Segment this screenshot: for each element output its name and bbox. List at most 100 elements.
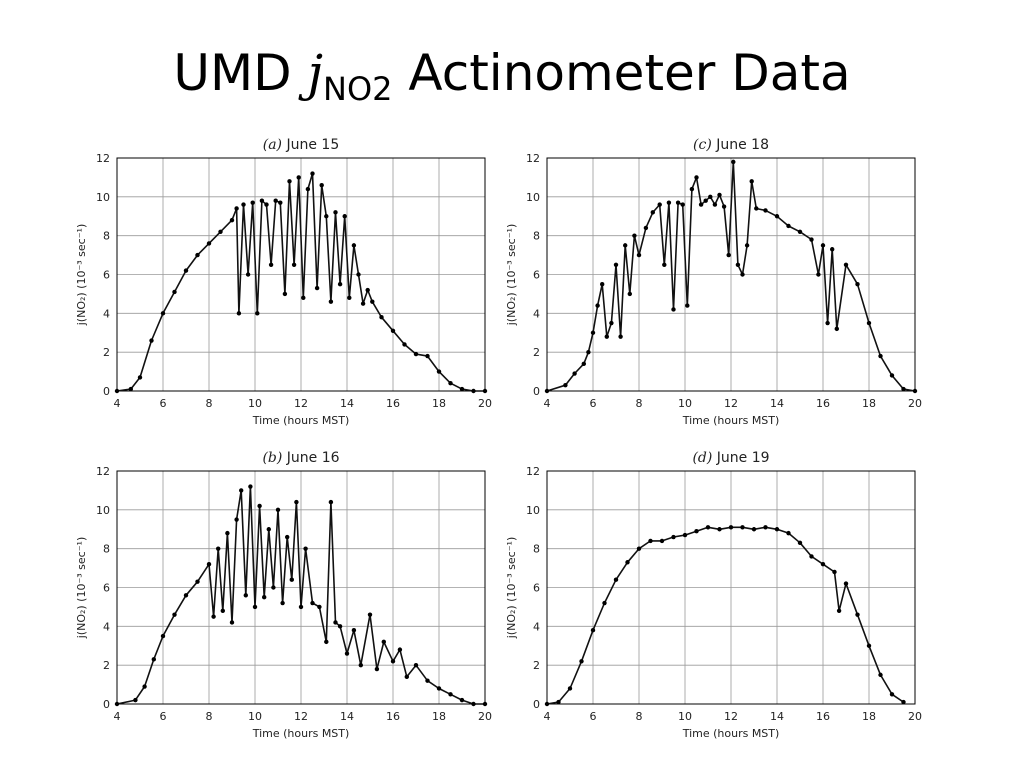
y-tick-label: 10 (526, 191, 540, 204)
y-axis-label: j(NO₂) (10⁻³ sec⁻¹) (505, 224, 518, 327)
y-tick-label: 4 (533, 307, 540, 320)
y-tick-label: 2 (103, 346, 110, 359)
chart-panel-c: (c) June 18 4 6 8 10 12 14 16 18 20 0 2 4 6 8 10 12 Time … (505, 137, 922, 427)
data-point (149, 338, 154, 343)
data-point (694, 175, 699, 180)
data-point (239, 488, 244, 493)
y-tick-label: 2 (533, 346, 540, 359)
title-j-symbol: j (307, 44, 323, 102)
data-point (659, 538, 665, 544)
data-point (609, 320, 614, 326)
x-tick-label: 10 (678, 710, 692, 723)
data-point (218, 229, 223, 234)
x-tick-label: 16 (386, 710, 400, 723)
data-point (843, 262, 849, 267)
data-point (675, 200, 681, 205)
data-point (459, 697, 465, 703)
data-point (291, 262, 297, 267)
data-point (797, 229, 803, 234)
data-point (636, 546, 642, 551)
x-tick-label: 6 (590, 710, 597, 723)
data-point (685, 303, 690, 308)
x-axis-label: Time (hours MST) (252, 727, 350, 740)
data-point (855, 282, 860, 287)
data-point (809, 237, 814, 242)
data-point (183, 268, 189, 273)
data-point (248, 484, 253, 489)
data-point (901, 386, 906, 392)
data-point (586, 349, 591, 355)
data-point (544, 388, 550, 394)
y-tick-label: 8 (103, 230, 110, 243)
panel-title-date: June 19 (712, 450, 769, 466)
panel-title-label: (c) (693, 137, 712, 153)
data-point (365, 287, 370, 293)
x-tick-label: 14 (340, 397, 354, 410)
chart-panel-d: (d) June 19 4 6 8 10 12 14 16 18 20 0 2 4 6 8 10 12 Time … (505, 450, 922, 740)
data-point (754, 206, 759, 211)
x-tick-label: 10 (248, 397, 262, 410)
x-tick-label: 6 (590, 397, 597, 410)
data-point (698, 202, 704, 207)
data-point (278, 200, 283, 205)
data-point (912, 388, 918, 394)
data-point (310, 600, 315, 606)
data-point (216, 546, 221, 551)
data-point (786, 223, 791, 229)
plot-frame (546, 470, 916, 705)
y-tick-label: 6 (103, 582, 110, 595)
data-point (703, 198, 708, 203)
data-point (763, 208, 768, 213)
y-tick-label: 8 (533, 543, 540, 556)
data-point (448, 692, 453, 697)
x-tick-label: 4 (544, 397, 551, 410)
plot-frame (116, 470, 486, 705)
data-point (878, 672, 883, 678)
data-point (749, 179, 754, 184)
data-point (735, 262, 741, 267)
data-point (347, 295, 352, 300)
x-tick-label: 8 (636, 397, 643, 410)
data-point (627, 291, 632, 297)
y-tick-label: 12 (96, 465, 110, 478)
data-point (889, 373, 895, 378)
data-point (243, 593, 248, 598)
data-point (172, 289, 177, 295)
panel-title-date: June 16 (282, 450, 339, 466)
data-point (268, 262, 274, 267)
x-tick-label: 16 (816, 397, 830, 410)
data-point (744, 243, 750, 248)
x-tick-label: 8 (206, 397, 213, 410)
data-point (229, 217, 235, 223)
data-point (333, 620, 338, 625)
data-point (287, 179, 292, 184)
data-point (282, 291, 288, 297)
data-point (413, 351, 419, 357)
data-point (137, 375, 143, 380)
panel-title: (a) June 15 (263, 137, 339, 153)
y-tick-label: 2 (103, 659, 110, 672)
data-point (889, 692, 895, 697)
data-point (832, 569, 837, 575)
panel-title: (d) June 19 (692, 450, 769, 466)
data-point (367, 612, 373, 617)
data-point (206, 241, 212, 246)
x-tick-label: 18 (432, 397, 446, 410)
data-point (689, 186, 695, 192)
data-point (351, 243, 357, 248)
data-point (236, 311, 242, 316)
data-point (257, 503, 262, 509)
data-point (712, 202, 718, 207)
data-point (303, 546, 308, 551)
data-point (901, 699, 906, 705)
y-tick-label: 4 (533, 620, 540, 633)
data-point (358, 662, 363, 668)
data-point (344, 651, 350, 656)
data-point (374, 666, 380, 672)
data-point (866, 643, 872, 648)
x-axis-label: Time (hours MST) (682, 727, 780, 740)
data-point (195, 579, 200, 584)
data-point (324, 639, 329, 645)
data-point (324, 214, 329, 219)
data-point (301, 295, 306, 300)
